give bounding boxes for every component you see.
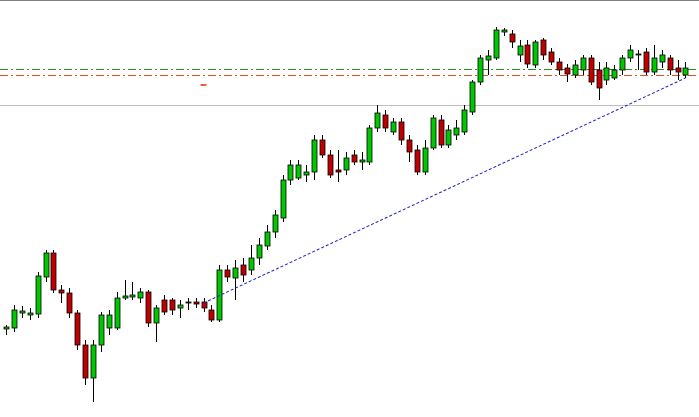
candle-body: [43, 252, 50, 278]
candle-body: [272, 214, 279, 233]
candle-body: [359, 159, 366, 163]
candle-body: [19, 310, 26, 314]
candle-body: [596, 69, 603, 89]
candle-body: [398, 121, 405, 141]
candle-body: [137, 291, 144, 299]
candle-body: [485, 55, 492, 61]
candle-body: [50, 252, 57, 291]
candle-body: [469, 81, 476, 113]
candle-body: [11, 309, 18, 329]
candle-body: [643, 51, 650, 73]
candle-body: [232, 267, 239, 279]
candle-body: [366, 127, 373, 163]
candle-body: [438, 119, 445, 146]
candle-body: [74, 312, 81, 346]
candle-body: [532, 41, 539, 66]
candle-body: [430, 117, 437, 149]
candle-body: [185, 301, 192, 304]
candle-body: [580, 57, 587, 71]
candle-body: [114, 297, 121, 329]
candle-body: [295, 164, 302, 179]
candle-body: [588, 57, 595, 83]
candle-body: [303, 171, 310, 176]
candle-body: [169, 299, 176, 311]
candle-body: [382, 114, 389, 129]
candle-body: [627, 49, 634, 59]
candle-body: [651, 57, 658, 73]
candle-body: [224, 269, 231, 278]
candle-body: [390, 121, 397, 133]
candle-body: [524, 44, 531, 65]
candle-body: [240, 264, 247, 276]
candle-body: [493, 29, 500, 59]
candle-body: [280, 179, 287, 219]
candle-body: [264, 231, 271, 247]
candle-body: [556, 61, 563, 71]
candle-body: [106, 314, 113, 329]
candle-body: [129, 294, 136, 298]
candle-body: [501, 29, 508, 33]
candle-body: [414, 149, 421, 173]
candle-body: [477, 57, 484, 83]
candle-body: [35, 275, 42, 315]
candle-body: [3, 326, 10, 330]
candle-body: [509, 33, 516, 43]
candle-body: [256, 244, 263, 259]
candle-body: [66, 292, 73, 314]
candle-body: [145, 291, 152, 324]
candle-body: [675, 67, 682, 73]
candle-body: [122, 295, 129, 299]
candle-body: [161, 299, 168, 313]
candle-body: [445, 129, 452, 146]
candle-body: [327, 154, 334, 176]
candle-body: [193, 301, 200, 305]
candle-body: [548, 51, 555, 63]
candle-body: [540, 39, 547, 56]
candle-body: [153, 307, 160, 324]
candle-body: [564, 67, 571, 75]
candle-body: [406, 139, 413, 153]
candle-body: [335, 169, 342, 173]
candle-body: [603, 67, 610, 81]
candle-body: [461, 109, 468, 133]
candle-body: [248, 257, 255, 271]
candle-body: [682, 67, 689, 76]
candle-body: [635, 53, 642, 56]
candle-body: [208, 309, 215, 321]
candle-body: [572, 64, 579, 76]
candle-body: [343, 157, 350, 171]
candle-body: [90, 344, 97, 379]
candle-body: [177, 304, 184, 309]
candle-body: [659, 54, 666, 63]
candle-body: [311, 139, 318, 173]
candle-body: [351, 154, 358, 163]
candle-body: [453, 127, 460, 136]
trend-line: [203, 77, 686, 304]
candle-body: [319, 139, 326, 156]
candle-body: [374, 112, 381, 129]
candle-body: [98, 314, 105, 346]
candle-body: [27, 312, 34, 316]
candle-body: [517, 45, 524, 56]
candle-body: [58, 289, 65, 294]
candle-body: [611, 69, 618, 79]
candle-body: [287, 164, 294, 181]
candle-body: [619, 57, 626, 71]
candle-body: [422, 147, 429, 173]
candle-body: [82, 344, 89, 379]
candle-body: [667, 57, 674, 71]
